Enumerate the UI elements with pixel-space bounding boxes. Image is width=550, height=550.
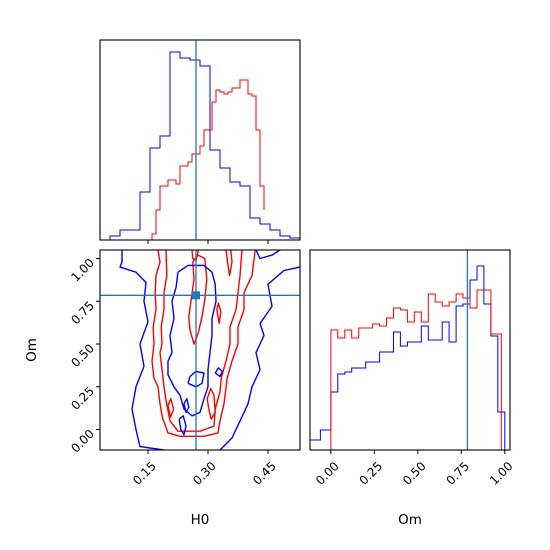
hist-H0-series-red bbox=[151, 79, 265, 240]
contour-line-blue-outer bbox=[255, 250, 281, 260]
contour-line-red-core bbox=[167, 398, 175, 419]
truth-marker bbox=[192, 291, 200, 300]
x-tick-label: 0.15 bbox=[130, 459, 159, 488]
y-tick-label: 0.00 bbox=[68, 427, 97, 456]
x-tick-label: 0.30 bbox=[190, 459, 219, 488]
contour-line-red-core bbox=[206, 387, 216, 420]
x-axis-title-Om: Om bbox=[398, 512, 422, 528]
contour-line-red-core bbox=[216, 302, 222, 325]
contour-line-red-core bbox=[188, 254, 208, 345]
x-tick-label: 1.00 bbox=[487, 459, 516, 488]
contour-line-blue-core bbox=[214, 367, 224, 378]
hist-Om-plot-area bbox=[310, 250, 506, 450]
hist-H0-panel bbox=[99, 39, 301, 244]
contour-plot-area bbox=[100, 250, 300, 450]
contour-line-red-outer bbox=[151, 250, 256, 437]
y-tick-label: 1.00 bbox=[68, 256, 97, 285]
x-axis-title-H0: H0 bbox=[191, 512, 210, 528]
contour-line-blue-core bbox=[178, 415, 187, 436]
contour-line-red-core bbox=[225, 250, 233, 277]
contour-line-red-core bbox=[191, 250, 200, 261]
x-tick-label: 0.25 bbox=[356, 459, 385, 488]
contour-line-blue-core bbox=[183, 398, 190, 414]
contour-line-red-inner bbox=[159, 250, 243, 432]
contour-line-blue-outer bbox=[119, 250, 165, 450]
y-tick-label: 0.50 bbox=[68, 341, 97, 370]
hist-Om-series-red bbox=[330, 289, 502, 450]
y-tick-label: 0.75 bbox=[68, 298, 97, 327]
contour-line-blue-inner bbox=[167, 264, 217, 417]
hist-Om-panel: 0.00 0.25 0.50 0.75 1.00 Om bbox=[309, 249, 516, 528]
x-tick-label: 0.50 bbox=[400, 459, 429, 488]
y-axis-title-Om: Om bbox=[24, 338, 40, 362]
contour-frame bbox=[99, 249, 301, 451]
contour-line-blue-outer bbox=[219, 266, 300, 450]
x-tick-label: 0.00 bbox=[313, 459, 342, 488]
contour-H0-Om-panel: 0.15 0.30 0.45 0.00 0.25 0.50 0.75 1.00 H0 Om bbox=[24, 249, 301, 528]
hist-Om-frame bbox=[309, 249, 511, 451]
x-tick-label: 0.75 bbox=[443, 459, 472, 488]
y-tick-label: 0.25 bbox=[68, 384, 97, 413]
x-tick-label: 0.45 bbox=[250, 459, 279, 488]
hist-Om-series-blue bbox=[310, 265, 506, 450]
hist-H0-series-blue bbox=[100, 51, 300, 240]
hist-H0-plot-area bbox=[100, 40, 300, 240]
hist-H0-frame bbox=[99, 39, 301, 241]
